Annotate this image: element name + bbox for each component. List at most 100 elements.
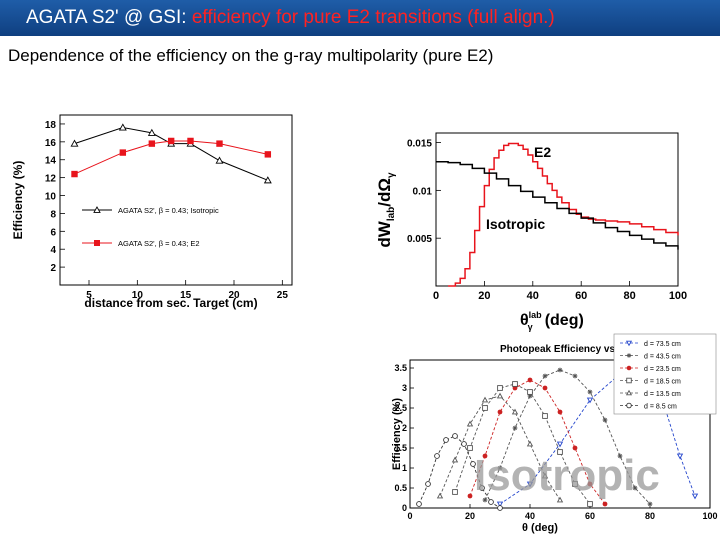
chart3-data-point [479, 485, 485, 491]
chart2-ylabel-suffix: /dΩ [375, 178, 394, 207]
chart3-title: Photopeak Efficiency vs θ [500, 344, 623, 355]
chart1-ytick-label: 14 [45, 156, 57, 167]
header-bar: AGATA S2' @ GSI: efficiency for pure E2 … [0, 0, 720, 36]
chart3-data-point [416, 501, 422, 507]
chart1-xtick-label: 15 [180, 290, 192, 301]
chart3-data-point [511, 408, 519, 415]
chart3-data-point [632, 485, 638, 491]
chart3-xtick-label: 40 [525, 511, 535, 521]
chart2-xlabel-unit: (deg) [545, 312, 584, 329]
chart3-data-point [434, 453, 440, 459]
chart1-data-point [118, 123, 127, 131]
chart3-data-point [586, 397, 594, 404]
chart1-xtick-label: 10 [132, 290, 144, 301]
chart3-data-point [572, 373, 578, 379]
chart1-legend-marker [94, 240, 100, 246]
chart3-data-point [556, 496, 564, 503]
chart1-data-point [71, 170, 78, 178]
chart3-data-point [602, 417, 608, 423]
title-prefix: AGATA S2' @ GSI: [26, 7, 192, 28]
chart3-series-line [469, 379, 606, 505]
chart3-data-point [557, 409, 563, 415]
chart3-data-point [482, 497, 488, 503]
chart3-data-point [676, 453, 684, 460]
chart1-legend-marker [93, 206, 101, 213]
chart3-data-point [496, 501, 504, 508]
chart3-ytick-label: 1.5 [394, 443, 407, 453]
chart3-data-point [497, 385, 503, 391]
chart3-legend-box [613, 333, 717, 415]
chart3-legend-marker [626, 377, 632, 384]
chart1-ylabel: Efficiency (%) [11, 161, 25, 240]
chart3-data-point [466, 420, 474, 427]
chart2-xlabel-sub: γ [528, 322, 533, 332]
chart2-ylabel-sub: lab [386, 207, 397, 221]
chart3-data-point [488, 499, 494, 505]
chart1-data-point [119, 149, 127, 156]
photopeak-efficiency-chart: Photopeak Efficiency vs θ 0 20 40 60 80 100 0 0… [391, 333, 718, 534]
chart3-ytick-label: 1 [402, 463, 407, 473]
chart3-data-point [451, 456, 459, 463]
chart3-legend-label: d = 23.5 cm [644, 366, 681, 373]
chart3-data-point [512, 381, 518, 387]
chart3-xtick-label: 100 [702, 511, 717, 521]
chart3-data-point [541, 472, 549, 479]
chart2-series-line [436, 160, 679, 250]
chart3-data-point [512, 425, 518, 431]
chart3-legend-marker [625, 340, 633, 347]
chart3-data-point [425, 481, 431, 487]
chart1-ytick-label: 16 [45, 138, 57, 149]
chart3-data-point [617, 453, 623, 459]
chart3-legend-label: d = 13.5 cm [644, 391, 681, 398]
chart3-ytick-label: 3.5 [394, 363, 407, 373]
chart3-legend-marker [625, 389, 633, 396]
slide-subtitle: Dependence of the efficiency on the g-ra… [8, 46, 494, 65]
chart2-xtick-label: 40 [527, 290, 539, 302]
chart3-data-point [452, 489, 458, 495]
chart3-data-point [452, 433, 458, 439]
chart2-xtick-label: 80 [623, 290, 635, 302]
chart2-ylabel-sub2: γ [386, 172, 397, 178]
chart3-data-point [497, 409, 503, 415]
chart1-ytick-label: 8 [50, 209, 56, 220]
chart3-data-point [482, 453, 488, 459]
chart1-xtick-label: 25 [277, 290, 289, 301]
chart1-ytick-label: 6 [50, 227, 56, 238]
chart3-data-point [461, 441, 467, 447]
chart2-xtick-label: 20 [478, 290, 490, 302]
chart3-data-point [496, 392, 504, 399]
chart2-ytick-label: 0.005 [407, 234, 432, 245]
chart3-data-point [436, 492, 444, 499]
chart2-ytick-label: 0.015 [407, 139, 432, 150]
chart1-data-point [216, 140, 223, 147]
chart3-data-point [527, 377, 533, 383]
chart2-xtick-label: 0 [433, 290, 439, 302]
chart2-xtick-label: 100 [669, 290, 687, 302]
chart3-data-point [602, 501, 608, 507]
chart3-legend-label: d = 73.5 cm [644, 341, 681, 348]
chart3-xtick-label: 0 [407, 511, 412, 521]
isotropic-watermark: Isotropic [474, 451, 660, 500]
chart1-ytick-label: 2 [50, 263, 56, 274]
chart1-ytick-label: 18 [45, 120, 57, 131]
chart2-xtick-label: 60 [575, 290, 587, 302]
chart2-xlabel-main: θ [520, 312, 529, 329]
chart1-data-point [147, 128, 156, 136]
chart2-ytick-label: 0.01 [413, 186, 433, 197]
chart1-data-point [167, 137, 175, 145]
chart3-data-point [542, 385, 548, 391]
chart3-data-point [556, 441, 564, 448]
chart1-legend-label: AGATA S2', β = 0.43; Isotropic [118, 206, 219, 215]
chart3-series-line [484, 369, 651, 505]
chart3-data-point [587, 481, 593, 487]
chart3-data-point [587, 389, 593, 395]
chart3-data-point [527, 393, 533, 399]
chart2-frame [435, 132, 679, 287]
chart3-data-point [467, 445, 473, 451]
chart3-ytick-label: 2.5 [394, 403, 407, 413]
chart2-series-line [448, 142, 679, 287]
chart1-ytick-label: 12 [45, 174, 57, 185]
chart3-series-line [454, 383, 591, 505]
chart3-legend-label: d = 43.5 cm [644, 354, 681, 361]
